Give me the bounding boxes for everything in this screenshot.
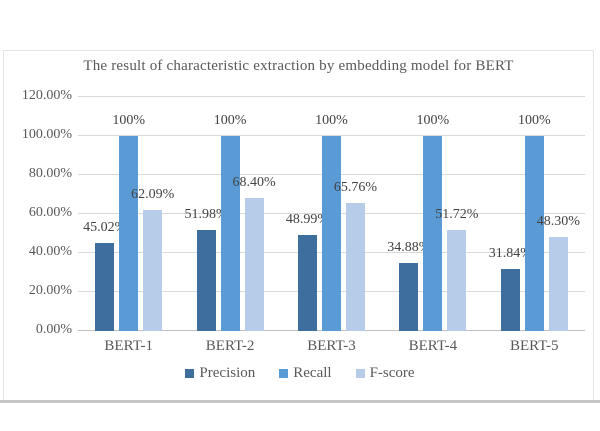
data-label: 34.88% [387,239,431,255]
legend-item-recall: Recall [279,365,332,382]
legend-swatch-f-score [355,369,365,378]
bar-recall-bert-5: 100% [518,113,551,331]
data-label: 100% [315,113,348,128]
legend-label: Precision [199,365,256,381]
bar-recall-bert-1: 100% [112,113,145,331]
x-category-label: BERT-5 [510,338,559,354]
x-category-label: BERT-1 [104,338,153,354]
legend-swatch-recall [279,369,289,378]
plot-area: 45.02% 100% 62.09% 51.98% 100% 68.40% 48.99% 10… [78,96,585,331]
bar-group-bert-2: 51.98% 100% 68.40% [179,97,280,331]
bar-f-score-bert-2: 68.40% [232,175,276,331]
legend-item-precision: Precision [185,365,255,382]
bar-group-bert-1: 45.02% 100% 62.09% [78,97,179,331]
legend-item-f-score: F-score [355,365,415,382]
bar-precision-bert-2: 51.98% [184,207,228,331]
y-tick-label: 40.00% [28,243,72,259]
bar-f-score-bert-5: 48.30% [537,214,580,331]
data-label: 100% [112,113,146,128]
gridline [78,96,585,97]
bar-precision-bert-3: 48.99% [286,212,329,331]
bottom-divider [0,400,600,403]
y-tick-label: 20.00% [28,283,72,298]
x-category-label: BERT-3 [307,338,356,354]
data-label: 100% [416,113,450,128]
y-tick-label: 120.00% [21,88,72,103]
data-label: 48.30% [536,213,580,229]
data-label: 51.72% [435,207,479,223]
bar-recall-bert-4: 100% [417,113,449,331]
data-label: 100% [213,113,247,128]
data-label: 31.84% [488,245,532,261]
x-category-label: BERT-2 [205,338,255,354]
bar-group-bert-3: 48.99% 100% 65.76% [281,97,382,331]
bar-precision-bert-4: 34.88% [387,240,430,331]
y-tick-label: 0.00% [35,322,72,337]
legend: Precision Recall F-score [0,365,600,382]
y-tick-label: 100.00% [21,126,72,142]
data-label: 68.40% [232,174,276,190]
chart-title: The result of characteristic extraction … [83,58,514,74]
x-category-label: BERT-4 [408,338,458,354]
data-label: 48.99% [285,212,330,228]
data-label: 51.98% [184,206,228,222]
bar-precision-bert-1: 45.02% [83,220,126,331]
x-axis: BERT-1 BERT-2 BERT-3 BERT-4 BERT-5 [78,338,585,358]
legend-label: Recall [293,365,332,381]
bar-f-score-bert-4: 51.72% [435,207,478,331]
bar-f-score-bert-3: 65.76% [334,180,377,331]
legend-swatch-precision [185,369,195,378]
y-tick-label: 60.00% [28,205,72,220]
bar-precision-bert-5: 31.84% [489,246,532,331]
data-label: 100% [517,113,551,128]
bar-group-bert-5: 31.84% 100% 48.30% [484,97,585,331]
legend-label: F-score [369,365,415,381]
bar-recall-bert-2: 100% [214,113,246,331]
bar-f-score-bert-1: 62.09% [131,187,174,331]
gridline [78,134,585,136]
chart-frame [3,50,594,401]
data-label: 45.02% [83,220,127,236]
bar-recall-bert-3: 100% [315,113,348,331]
y-tick-label: 80.00% [28,165,72,181]
bar-group-bert-4: 34.88% 100% 51.72% [382,97,483,331]
data-label: 62.09% [131,186,175,202]
data-label: 65.76% [333,179,378,195]
y-axis: 120.00% 100.00% 80.00% 60.00% 40.00% 20.00% 0.… [0,88,72,337]
